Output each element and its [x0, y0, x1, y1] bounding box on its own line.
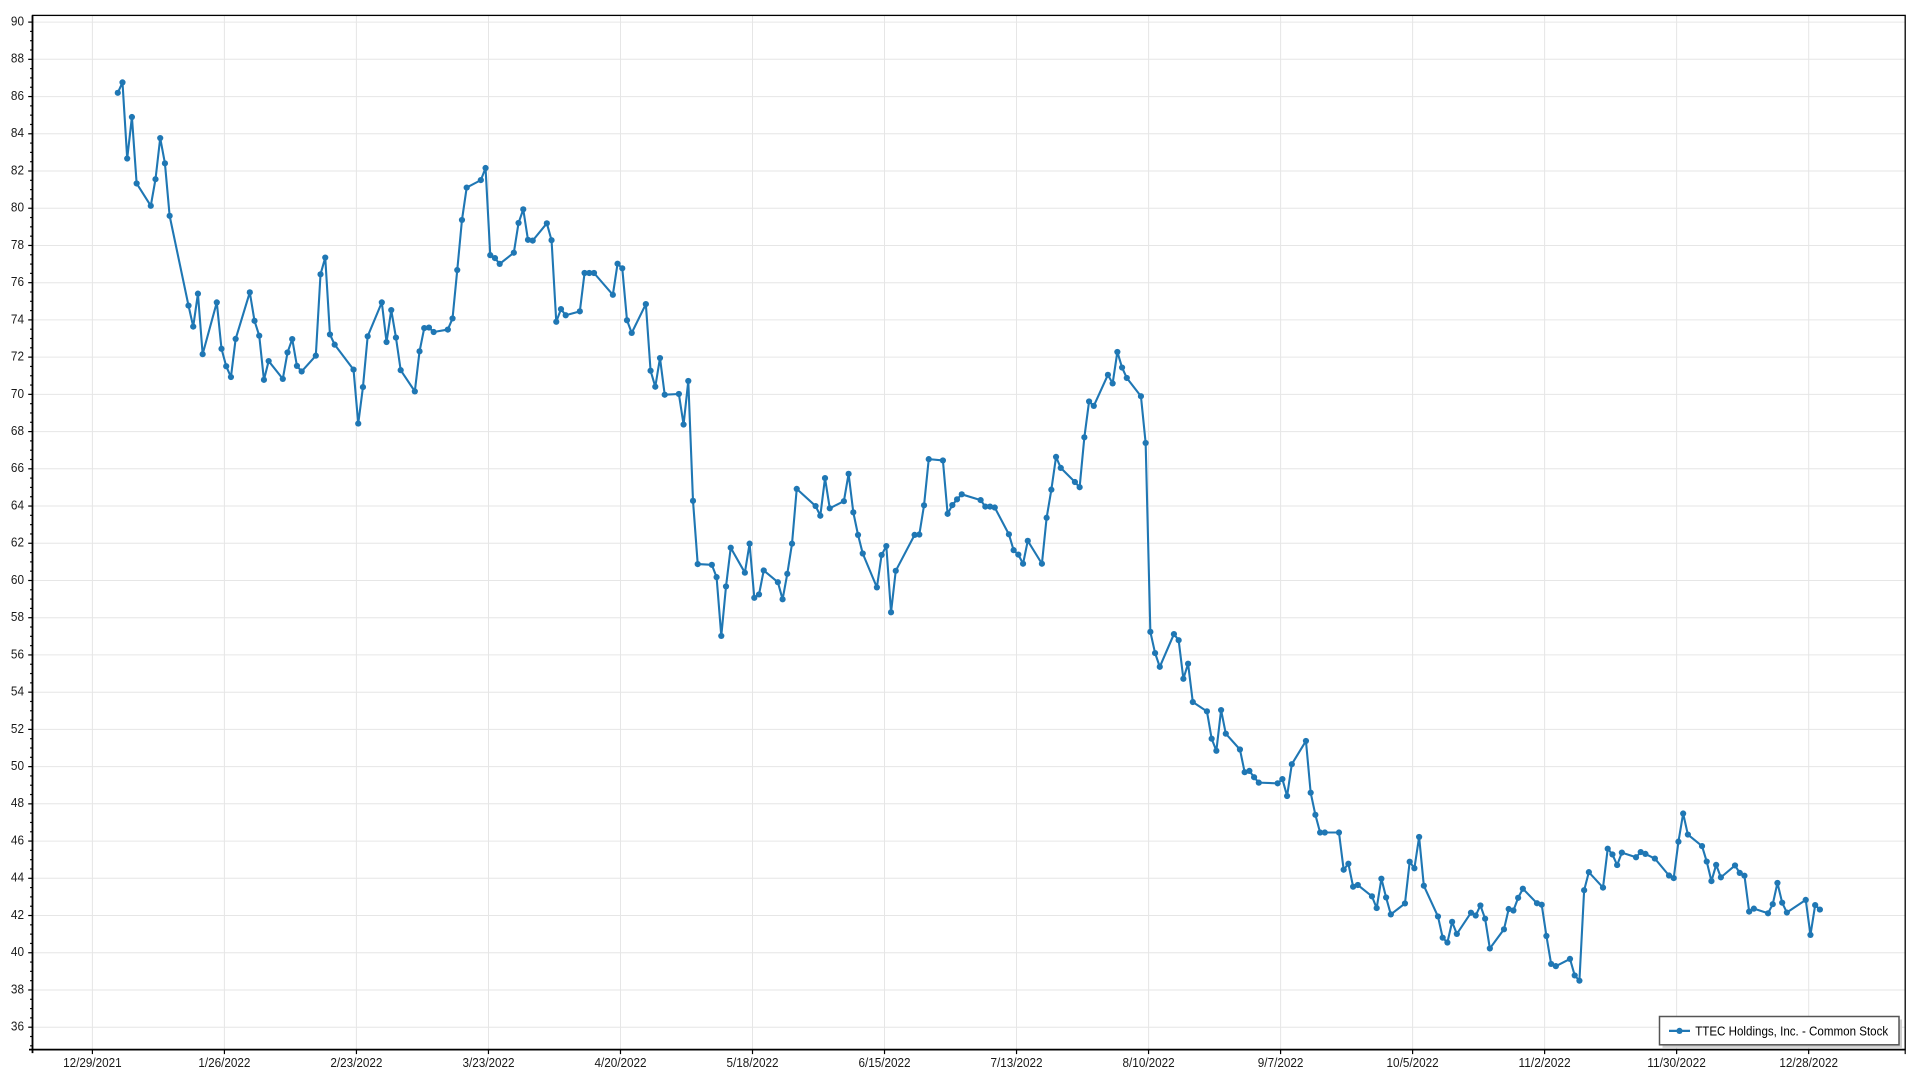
- svg-text:40: 40: [11, 944, 24, 959]
- svg-text:12/28/2022: 12/28/2022: [1779, 1055, 1838, 1070]
- svg-text:11/2/2022: 11/2/2022: [1519, 1055, 1571, 1070]
- svg-text:82: 82: [11, 162, 24, 177]
- svg-text:68: 68: [11, 423, 24, 438]
- svg-text:5/18/2022: 5/18/2022: [726, 1055, 778, 1070]
- svg-text:44: 44: [11, 870, 24, 885]
- svg-text:10/5/2022: 10/5/2022: [1387, 1055, 1439, 1070]
- svg-text:52: 52: [11, 721, 24, 736]
- svg-text:50: 50: [11, 758, 24, 773]
- svg-text:48: 48: [11, 795, 24, 810]
- svg-text:56: 56: [11, 646, 24, 661]
- svg-text:3/23/2022: 3/23/2022: [462, 1055, 514, 1070]
- svg-text:4/20/2022: 4/20/2022: [594, 1055, 646, 1070]
- svg-text:11/30/2022: 11/30/2022: [1647, 1055, 1706, 1070]
- svg-text:86: 86: [11, 88, 24, 103]
- svg-text:46: 46: [11, 833, 24, 848]
- svg-text:12/29/2021: 12/29/2021: [63, 1055, 122, 1070]
- svg-text:7/13/2022: 7/13/2022: [990, 1055, 1042, 1070]
- svg-text:38: 38: [11, 981, 24, 996]
- svg-text:TTEC Holdings, Inc. - Common S: TTEC Holdings, Inc. - Common Stock: [1695, 1024, 1888, 1039]
- svg-text:84: 84: [11, 125, 24, 140]
- svg-text:58: 58: [11, 609, 24, 624]
- svg-text:64: 64: [11, 497, 24, 512]
- svg-text:9/7/2022: 9/7/2022: [1258, 1055, 1304, 1070]
- svg-text:6/15/2022: 6/15/2022: [858, 1055, 910, 1070]
- svg-text:78: 78: [11, 237, 24, 252]
- svg-text:80: 80: [11, 200, 24, 215]
- svg-text:88: 88: [11, 51, 24, 66]
- svg-text:8/10/2022: 8/10/2022: [1123, 1055, 1175, 1070]
- svg-text:74: 74: [11, 311, 24, 326]
- svg-text:70: 70: [11, 386, 24, 401]
- svg-text:54: 54: [11, 684, 24, 699]
- svg-text:66: 66: [11, 460, 24, 475]
- svg-text:1/26/2022: 1/26/2022: [198, 1055, 250, 1070]
- svg-text:76: 76: [11, 274, 24, 289]
- svg-text:42: 42: [11, 907, 24, 922]
- svg-text:72: 72: [11, 349, 24, 364]
- svg-text:36: 36: [11, 1019, 24, 1034]
- svg-text:62: 62: [11, 535, 24, 550]
- svg-text:90: 90: [11, 14, 24, 29]
- svg-text:60: 60: [11, 572, 24, 587]
- svg-text:2/23/2022: 2/23/2022: [330, 1055, 382, 1070]
